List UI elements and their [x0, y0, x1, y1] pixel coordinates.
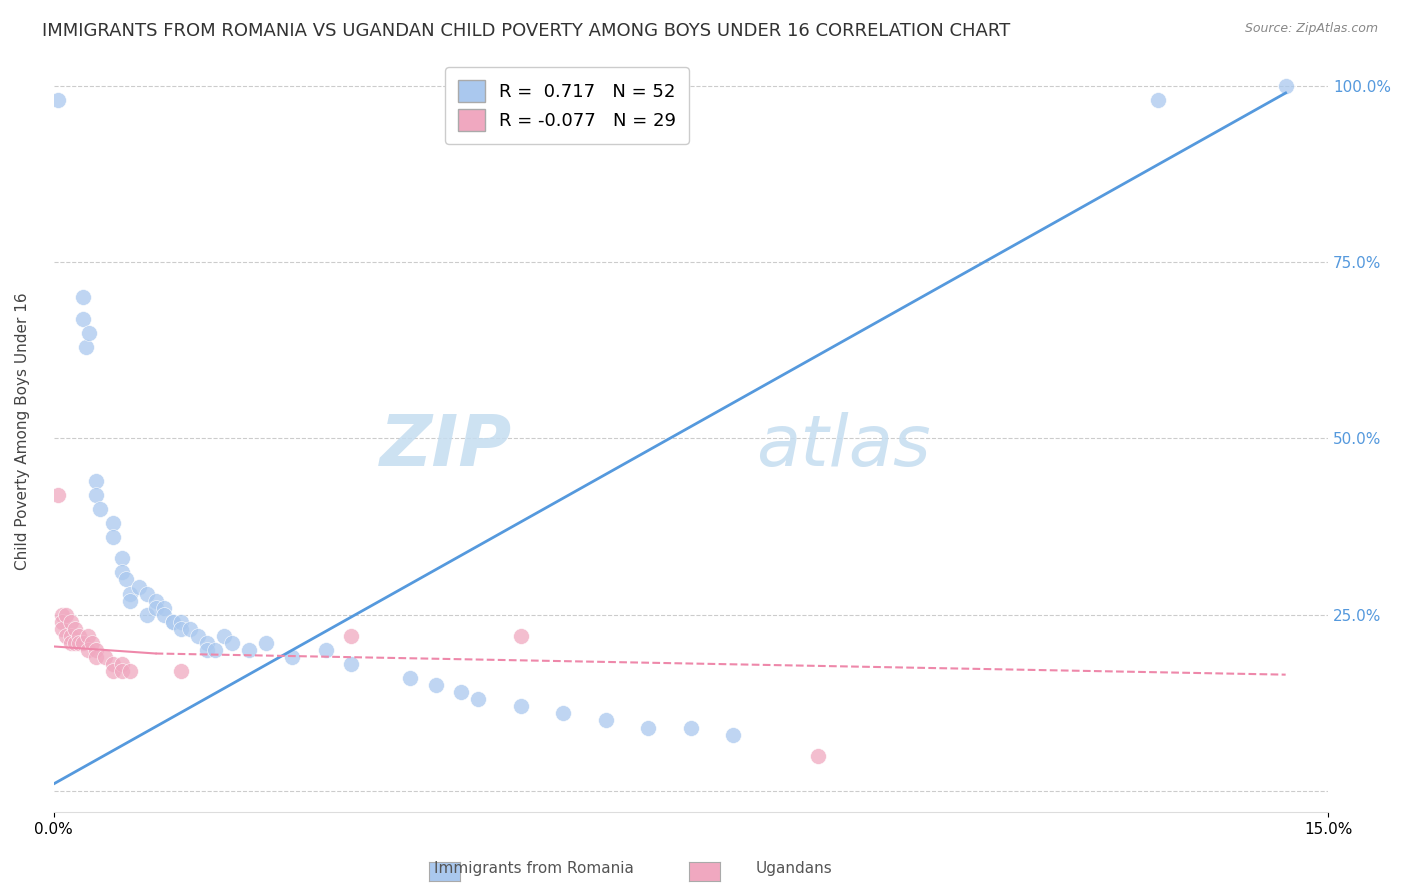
Point — [637, 721, 659, 735]
Text: Immigrants from Romania: Immigrants from Romania — [434, 861, 634, 876]
Point — [679, 721, 702, 735]
Point — [723, 728, 745, 742]
Point — [51, 615, 73, 629]
Point — [212, 629, 235, 643]
Text: ZIP: ZIP — [380, 412, 512, 481]
Point — [76, 629, 98, 643]
Point — [84, 650, 107, 665]
Point — [153, 600, 176, 615]
Point — [59, 615, 82, 629]
Point — [510, 629, 533, 643]
Point — [1147, 93, 1170, 107]
Point — [46, 93, 69, 107]
Point — [101, 530, 124, 544]
Point — [145, 593, 167, 607]
Point — [162, 615, 184, 629]
Point — [153, 607, 176, 622]
Point — [120, 664, 142, 678]
Point — [340, 629, 363, 643]
Point — [110, 657, 132, 671]
Point — [76, 643, 98, 657]
Point — [75, 340, 97, 354]
Text: IMMIGRANTS FROM ROMANIA VS UGANDAN CHILD POVERTY AMONG BOYS UNDER 16 CORRELATION: IMMIGRANTS FROM ROMANIA VS UGANDAN CHILD… — [42, 22, 1011, 40]
Point — [136, 607, 159, 622]
Legend: R =  0.717   N = 52, R = -0.077   N = 29: R = 0.717 N = 52, R = -0.077 N = 29 — [444, 67, 689, 144]
Point — [110, 551, 132, 566]
Point — [101, 516, 124, 530]
Point — [807, 748, 830, 763]
Point — [467, 692, 489, 706]
Point — [195, 636, 218, 650]
Text: Source: ZipAtlas.com: Source: ZipAtlas.com — [1244, 22, 1378, 36]
Point — [72, 290, 94, 304]
Point — [238, 643, 260, 657]
Point — [67, 629, 90, 643]
Point — [595, 714, 617, 728]
Point — [63, 622, 86, 636]
Y-axis label: Child Poverty Among Boys Under 16: Child Poverty Among Boys Under 16 — [15, 293, 30, 570]
Point — [315, 643, 337, 657]
Point — [63, 636, 86, 650]
Point — [89, 502, 111, 516]
Point — [399, 671, 422, 685]
Point — [195, 643, 218, 657]
Point — [553, 706, 575, 721]
Point — [450, 685, 472, 699]
Point — [221, 636, 243, 650]
Point — [510, 699, 533, 714]
Point — [51, 622, 73, 636]
Point — [1274, 78, 1296, 93]
Point — [46, 488, 69, 502]
Point — [84, 474, 107, 488]
Point — [179, 622, 201, 636]
Point — [101, 657, 124, 671]
Text: atlas: atlas — [756, 412, 931, 481]
Point — [110, 566, 132, 580]
Text: Ugandans: Ugandans — [756, 861, 832, 876]
Point — [79, 326, 101, 340]
Point — [128, 580, 150, 594]
Point — [84, 488, 107, 502]
Point — [55, 629, 77, 643]
Point — [93, 650, 115, 665]
Point — [162, 615, 184, 629]
Point — [120, 593, 142, 607]
Point — [72, 636, 94, 650]
Point — [51, 607, 73, 622]
Point — [340, 657, 363, 671]
Point — [170, 622, 193, 636]
Point — [59, 629, 82, 643]
Point — [187, 629, 209, 643]
Point — [254, 636, 277, 650]
Point — [110, 664, 132, 678]
Point — [101, 664, 124, 678]
Point — [72, 311, 94, 326]
Point — [145, 600, 167, 615]
Point — [170, 615, 193, 629]
Point — [280, 650, 302, 665]
Point — [170, 664, 193, 678]
Point — [425, 678, 447, 692]
Point — [80, 636, 103, 650]
Point — [136, 586, 159, 600]
Point — [67, 636, 90, 650]
Point — [59, 636, 82, 650]
Point — [84, 643, 107, 657]
Point — [55, 607, 77, 622]
Point — [204, 643, 226, 657]
Point — [120, 586, 142, 600]
Point — [114, 573, 136, 587]
